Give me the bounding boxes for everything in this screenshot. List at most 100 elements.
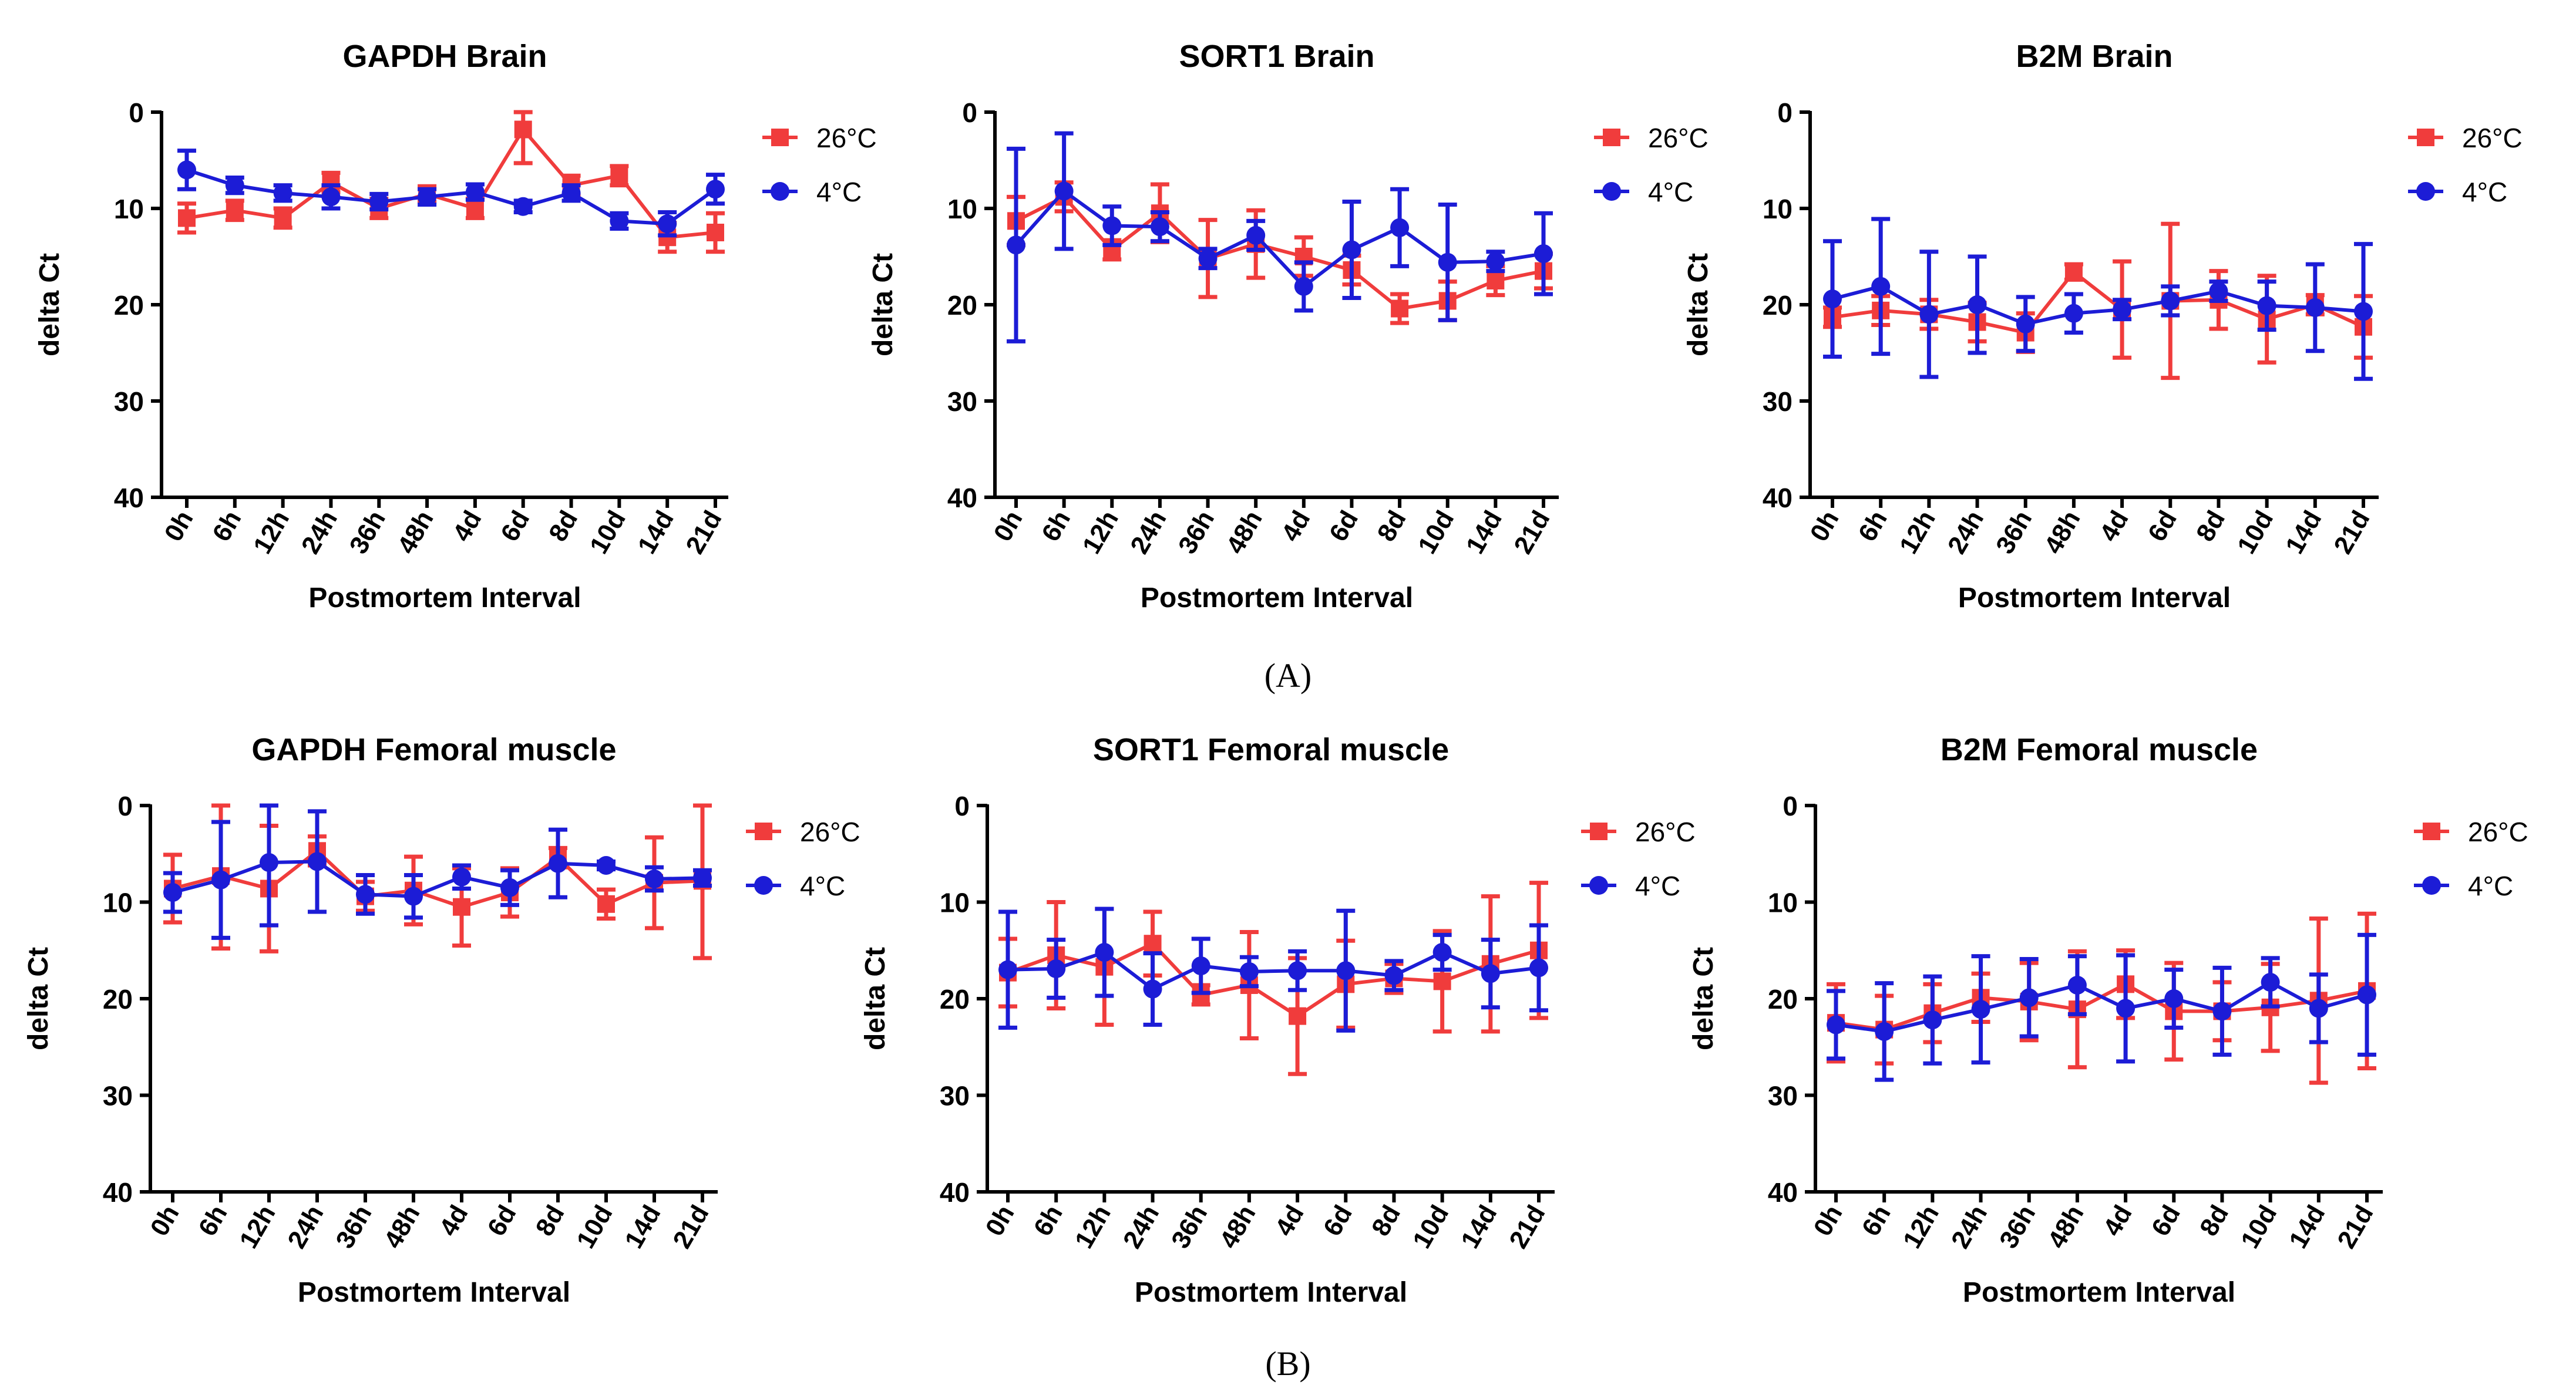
x-tick-label: 12h xyxy=(248,506,295,559)
series-4c xyxy=(163,803,712,940)
x-tick-label: 21d xyxy=(1508,506,1555,559)
x-tick-label: 0h xyxy=(980,1201,1020,1241)
panel-label-b: (B) xyxy=(1265,1345,1310,1383)
data-point xyxy=(2354,302,2373,321)
legend-label: 4°C xyxy=(816,177,862,207)
data-point xyxy=(308,852,327,871)
data-point xyxy=(1150,217,1169,237)
legend: 26°C 4°C xyxy=(1594,123,1709,207)
y-tick-label: 0 xyxy=(129,97,144,128)
data-point xyxy=(2261,973,2280,992)
x-tick-label: 4d xyxy=(1276,506,1316,547)
chart-title: B2M Brain xyxy=(2016,39,2173,74)
x-tick-label: 21d xyxy=(680,506,727,559)
y-tick-label: 30 xyxy=(103,1081,133,1111)
x-tick-label: 14d xyxy=(1455,1201,1502,1254)
x-tick-label: 36h xyxy=(1173,506,1220,559)
x-axis-label: Postmortem Interval xyxy=(308,582,581,614)
data-point xyxy=(369,192,389,211)
x-tick-label: 24h xyxy=(1946,1201,1993,1254)
data-point xyxy=(549,854,567,873)
x-tick-label: 0h xyxy=(145,1201,185,1241)
x-tick-label: 14d xyxy=(619,1201,666,1254)
series-line xyxy=(1014,188,1544,289)
x-tick-label: 10d xyxy=(2232,506,2279,559)
legend-marker xyxy=(755,823,772,840)
x-tick-label: 6h xyxy=(1857,1201,1896,1241)
y-tick-label: 40 xyxy=(1763,483,1793,513)
data-point xyxy=(1968,295,1987,314)
x-tick-label: 21d xyxy=(667,1201,714,1254)
y-tick-label: 20 xyxy=(114,290,144,321)
x-tick-label: 48h xyxy=(392,506,439,559)
x-axis-label: Postmortem Interval xyxy=(1135,1277,1407,1308)
legend: 26°C 4°C xyxy=(1581,817,1696,901)
data-point xyxy=(226,201,244,220)
x-tick-label: 24h xyxy=(296,506,343,559)
x-tick-label: 21d xyxy=(1504,1201,1551,1254)
x-tick-label: 48h xyxy=(378,1201,425,1254)
data-point xyxy=(1827,1015,1845,1035)
data-point xyxy=(1342,240,1361,260)
y-tick-label: 40 xyxy=(114,483,144,513)
legend-marker xyxy=(2416,182,2435,201)
data-point xyxy=(1919,305,1939,324)
legend-marker xyxy=(2423,823,2440,840)
x-tick-label: 8d xyxy=(1366,1201,1406,1241)
data-point xyxy=(2209,282,2228,301)
legend-label: 4°C xyxy=(800,871,845,901)
data-point xyxy=(466,200,484,217)
data-point xyxy=(2212,1002,2232,1021)
chart-title: SORT1 Femoral muscle xyxy=(1093,732,1449,767)
data-point xyxy=(1529,958,1548,978)
x-axis-label: Postmortem Interval xyxy=(1141,582,1413,614)
data-point xyxy=(1198,249,1218,268)
data-point xyxy=(2067,975,2087,995)
data-point xyxy=(2257,296,2276,315)
x-tick-label: 6d xyxy=(1318,1201,1358,1241)
chart-title: GAPDH Femoral muscle xyxy=(251,732,616,767)
data-point xyxy=(645,870,664,889)
y-tick-label: 10 xyxy=(114,194,144,224)
data-point xyxy=(404,887,423,906)
y-tick-label: 40 xyxy=(103,1177,133,1208)
x-tick-label: 10d xyxy=(1413,506,1459,559)
y-axis-label: delta Ct xyxy=(1683,253,1714,356)
legend-label: 26°C xyxy=(2468,817,2528,847)
data-point xyxy=(465,183,485,202)
x-tick-label: 0h xyxy=(1808,1201,1848,1241)
x-tick-label: 6h xyxy=(1853,506,1893,547)
x-tick-label: 4d xyxy=(1270,1201,1310,1241)
data-point xyxy=(2113,300,2132,319)
chart-6: B2M Femoral muscle 0 10 20 30 40 0h 6h 12h 24h 36h… xyxy=(1688,732,2528,1308)
series-line xyxy=(1832,269,2365,335)
data-point xyxy=(260,853,278,872)
legend-label: 4°C xyxy=(1635,871,1680,901)
y-tick-label: 30 xyxy=(1763,386,1793,417)
x-tick-label: 48h xyxy=(1214,1201,1261,1254)
data-point xyxy=(1487,272,1505,289)
x-tick-label: 10d xyxy=(1407,1201,1454,1254)
legend: 26°C 4°C xyxy=(746,817,860,901)
series-26c xyxy=(163,803,712,961)
data-point xyxy=(1246,225,1266,245)
x-tick-label: 8d xyxy=(2191,506,2231,547)
data-point xyxy=(274,209,292,227)
x-tick-label: 10d xyxy=(2235,1201,2282,1254)
y-tick-label: 30 xyxy=(940,1081,970,1111)
y-axis-label: delta Ct xyxy=(23,947,54,1050)
x-tick-label: 10d xyxy=(571,1201,618,1254)
data-point xyxy=(658,214,677,234)
x-tick-label: 4d xyxy=(447,506,487,547)
y-tick-label: 20 xyxy=(947,290,977,321)
data-point xyxy=(1289,1007,1307,1025)
x-tick-label: 0h xyxy=(159,506,199,547)
x-tick-label: 24h xyxy=(1118,1201,1165,1254)
data-point xyxy=(1534,244,1553,264)
x-tick-label: 8d xyxy=(530,1201,570,1241)
data-point xyxy=(1191,956,1210,976)
y-tick-label: 0 xyxy=(954,791,970,821)
data-point xyxy=(273,183,292,203)
data-point xyxy=(1923,1010,1942,1030)
x-tick-label: 0h xyxy=(1805,506,1845,547)
